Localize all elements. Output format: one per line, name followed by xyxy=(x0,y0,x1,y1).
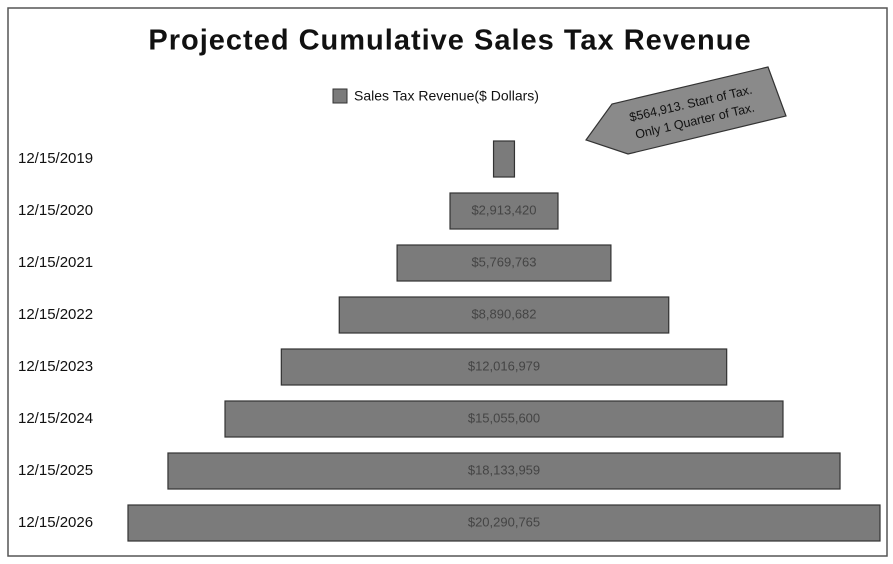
bar xyxy=(396,244,612,282)
category-label: 12/15/2024 xyxy=(18,410,93,427)
value-label: $5,769,763 xyxy=(471,254,536,269)
bar xyxy=(127,504,881,542)
annotation: $564,913. Start of Tax. Only 1 Quarter o… xyxy=(585,66,787,155)
bar xyxy=(167,452,841,490)
value-label: $2,913,420 xyxy=(471,202,536,217)
value-label: $20,290,765 xyxy=(468,514,540,529)
legend-swatch xyxy=(332,88,348,104)
bar xyxy=(280,348,728,386)
category-label: 12/15/2019 xyxy=(18,150,93,167)
category-label: 12/15/2020 xyxy=(18,202,93,219)
legend-label: Sales Tax Revenue($ Dollars) xyxy=(354,88,539,104)
value-label: $8,890,682 xyxy=(471,306,536,321)
bar xyxy=(449,192,559,230)
value-label: $18,133,959 xyxy=(468,462,540,477)
category-label: 12/15/2025 xyxy=(18,462,93,479)
value-label: $12,016,979 xyxy=(468,358,540,373)
bar xyxy=(338,296,670,334)
category-label: 12/15/2023 xyxy=(18,358,93,375)
category-label: 12/15/2021 xyxy=(18,254,93,271)
category-label: 12/15/2026 xyxy=(18,514,93,531)
category-label: 12/15/2022 xyxy=(18,306,93,323)
chart-title: Projected Cumulative Sales Tax Revenue xyxy=(148,25,751,57)
annotation-arrow xyxy=(585,66,787,155)
bar xyxy=(492,140,516,178)
bar xyxy=(224,400,784,438)
value-label: $15,055,600 xyxy=(468,410,540,425)
